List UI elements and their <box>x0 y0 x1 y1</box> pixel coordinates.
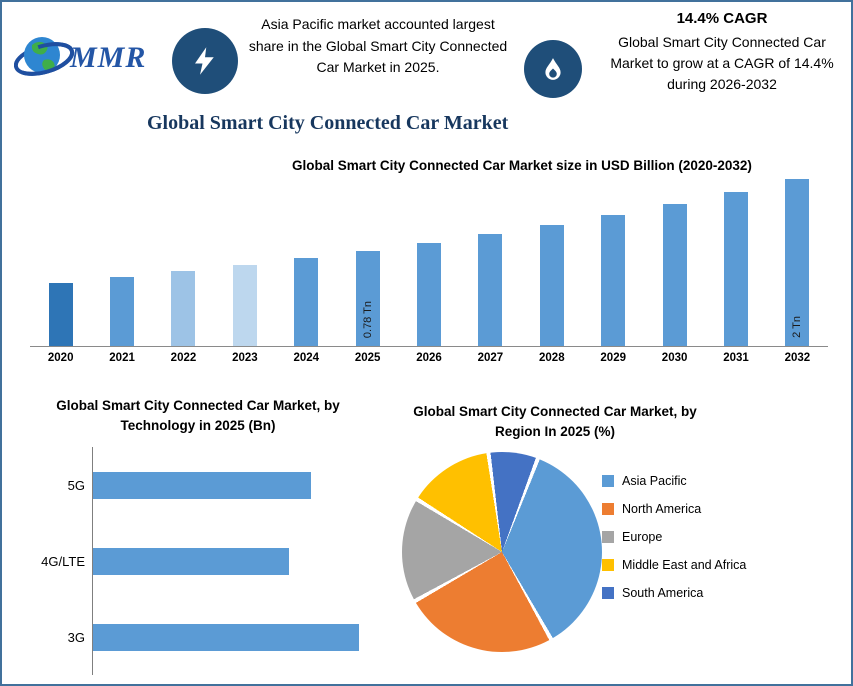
legend-label: Asia Pacific <box>622 474 687 488</box>
year-label: 2032 <box>784 352 811 364</box>
technology-bar-5G <box>93 471 311 499</box>
bar-column <box>460 180 521 346</box>
mmr-logo: MMR <box>14 26 174 90</box>
bar-2023 <box>232 265 257 346</box>
bar-2031 <box>723 192 748 346</box>
flame-icon <box>545 58 561 80</box>
year-label: 2024 <box>293 352 320 364</box>
bar-2032: 2 Tn <box>785 179 810 346</box>
bar-column <box>214 180 275 346</box>
legend-swatch <box>602 475 614 487</box>
bar-2020 <box>48 283 73 346</box>
technology-chart-title: Global Smart City Connected Car Market, … <box>56 398 340 433</box>
bar-column <box>153 180 214 346</box>
technology-row: 4G/LTE <box>36 523 372 599</box>
cagr-heading: 14.4% CAGR <box>676 10 768 27</box>
year-label: 2025 <box>354 352 381 364</box>
legend-item: South America <box>602 586 746 600</box>
legend-item: North America <box>602 502 746 516</box>
year-label: 2028 <box>539 352 565 364</box>
highlight-text-left: Asia Pacific market accounted largest sh… <box>248 16 508 76</box>
legend-item: Middle East and Africa <box>602 558 746 572</box>
bar-column <box>644 180 705 346</box>
technology-bar-track <box>92 599 372 675</box>
year-label: 2022 <box>170 352 197 364</box>
globe-icon <box>14 37 75 76</box>
logo-text: MMR <box>70 41 147 74</box>
bar-column <box>398 180 459 346</box>
bar-column <box>705 180 766 346</box>
market-size-years: 2020 2021 2022 2023 2024 2025 2026 2027 2028 2029… <box>30 352 828 364</box>
legend-item: Asia Pacific <box>602 474 746 488</box>
bar-column <box>30 180 91 346</box>
year-label: 2029 <box>600 352 626 364</box>
cagr-block: 14.4% CAGR Global Smart City Connected C… <box>598 10 846 95</box>
bar-2024 <box>294 258 319 346</box>
technology-label: 5G <box>67 477 85 493</box>
lightning-icon <box>195 47 214 75</box>
market-size-chart-title: Global Smart City Connected Car Market s… <box>292 158 752 173</box>
year-label: 2026 <box>416 352 442 364</box>
technology-bar-track <box>92 447 372 523</box>
page-title: Global Smart City Connected Car Market <box>147 112 509 134</box>
bar-column <box>91 180 152 346</box>
legend-label: North America <box>622 502 702 516</box>
legend-swatch <box>602 559 614 571</box>
technology-label: 4G/LTE <box>41 553 85 569</box>
technology-label: 3G <box>67 629 85 645</box>
year-label: 2031 <box>723 352 749 364</box>
bar-2022 <box>171 271 196 346</box>
legend-swatch <box>602 587 614 599</box>
technology-chart: 5G 4G/LTE 3G <box>36 447 372 675</box>
year-label: 2021 <box>109 352 135 364</box>
region-pie-chart <box>402 452 602 652</box>
technology-bar-3G <box>93 623 359 651</box>
region-pie-legend: Asia Pacific North America Europe Middle Ea… <box>602 474 746 614</box>
bar-column <box>521 180 582 346</box>
bar-2029 <box>601 215 626 346</box>
bar-value-label: 0.78 Tn <box>361 300 374 338</box>
legend-swatch <box>602 531 614 543</box>
flame-badge <box>524 40 582 98</box>
bar-2025: 0.78 Tn <box>355 251 380 346</box>
year-label: 2020 <box>47 352 74 364</box>
bar-2021 <box>110 277 135 346</box>
market-size-bars: 0.78 Tn 2 Tn <box>30 179 828 347</box>
year-label: 2023 <box>232 352 258 364</box>
bar-2026 <box>417 243 442 346</box>
lightning-badge <box>172 28 238 94</box>
legend-label: Middle East and Africa <box>622 558 747 572</box>
bar-column <box>276 180 337 346</box>
bar-2027 <box>478 234 503 346</box>
year-label: 2027 <box>477 352 504 364</box>
technology-bar-4G/LTE <box>93 547 290 575</box>
bar-column: 2 Tn <box>767 179 828 346</box>
bar-value-label: 2 Tn <box>791 316 804 338</box>
legend-swatch <box>602 503 614 515</box>
bar-column <box>583 180 644 346</box>
legend-item: Europe <box>602 530 746 544</box>
technology-row: 3G <box>36 599 372 675</box>
bar-2030 <box>662 204 687 346</box>
year-label: 2030 <box>661 352 688 364</box>
bar-2028 <box>539 225 564 346</box>
technology-bar-track <box>92 523 372 599</box>
technology-row: 5G <box>36 447 372 523</box>
region-chart-title: Global Smart City Connected Car Market, … <box>413 404 697 439</box>
legend-label: South America <box>622 586 704 600</box>
bar-column: 0.78 Tn <box>337 180 398 346</box>
cagr-detail: Global Smart City Connected Car Market t… <box>610 34 834 92</box>
legend-label: Europe <box>622 530 663 544</box>
